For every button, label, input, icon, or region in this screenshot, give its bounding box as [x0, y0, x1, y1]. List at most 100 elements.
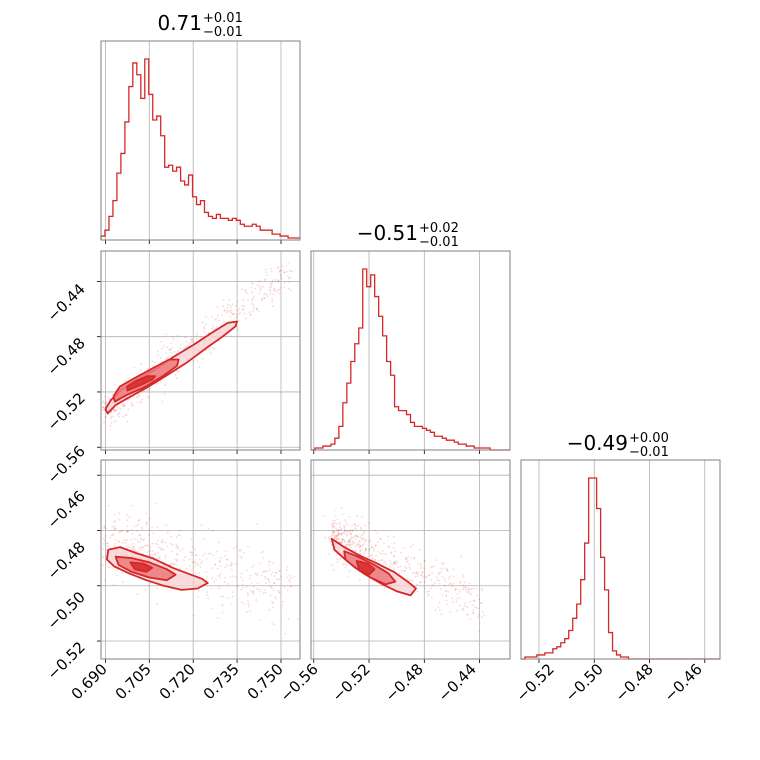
sample-point — [365, 548, 367, 551]
sample-point — [121, 403, 124, 406]
sample-point — [110, 411, 112, 414]
sample-point — [269, 289, 272, 292]
sample-point — [121, 415, 124, 418]
sample-point — [151, 360, 154, 362]
sample-point — [114, 520, 116, 522]
sample-point — [349, 541, 351, 544]
sample-point — [385, 563, 388, 566]
sample-point — [359, 526, 362, 529]
sample-point — [340, 528, 343, 530]
sample-point — [148, 387, 151, 389]
sample-point — [242, 308, 244, 311]
sample-point — [478, 630, 481, 633]
sample-point — [103, 526, 106, 529]
sample-point — [118, 512, 121, 514]
sample-point — [154, 542, 157, 545]
sample-point — [226, 307, 229, 309]
sample-point — [330, 544, 333, 546]
sample-point — [335, 527, 337, 530]
sample-point — [143, 390, 145, 392]
sample-point — [121, 405, 124, 408]
sample-point — [123, 404, 126, 407]
sample-point — [343, 562, 345, 565]
sample-point — [230, 562, 233, 564]
sample-point — [103, 537, 105, 540]
sample-point — [361, 538, 364, 541]
sample-point — [171, 346, 173, 349]
sample-point — [345, 529, 348, 532]
sample-point — [112, 533, 115, 536]
sample-point — [112, 534, 114, 536]
sample-point — [324, 536, 327, 539]
sample-point — [389, 559, 392, 562]
sample-point — [464, 587, 467, 589]
sample-point — [468, 582, 471, 585]
sample-point — [286, 589, 289, 592]
sample-point — [291, 270, 294, 273]
sample-point — [355, 535, 358, 538]
sample-point — [194, 548, 197, 551]
sample-point — [109, 566, 111, 569]
sample-point — [336, 558, 338, 561]
sample-point — [423, 587, 426, 590]
sample-point — [142, 539, 145, 542]
sample-point — [108, 504, 110, 507]
sample-point — [394, 550, 397, 553]
y-tick-label: −0.56 — [44, 442, 89, 487]
sample-point — [410, 579, 413, 582]
sample-point — [287, 275, 289, 277]
sample-point — [287, 261, 290, 264]
x-tick-label: −0.46 — [661, 660, 706, 705]
sample-point — [215, 550, 218, 553]
sample-point — [124, 542, 127, 544]
sample-point — [102, 547, 104, 550]
sample-point — [139, 369, 142, 372]
sample-point — [219, 560, 221, 563]
sample-point — [260, 285, 263, 288]
sample-point — [152, 532, 155, 535]
sample-point — [276, 267, 279, 269]
sample-point — [455, 599, 458, 601]
sample-point — [224, 550, 227, 552]
sample-point — [383, 542, 385, 545]
sample-point — [185, 340, 188, 343]
sample-point — [359, 545, 362, 548]
sample-point — [361, 544, 364, 547]
sample-point — [424, 576, 427, 579]
sample-point — [104, 416, 107, 418]
sample-point — [130, 404, 133, 406]
sample-point — [139, 541, 141, 544]
sample-point — [337, 529, 340, 532]
sample-point — [410, 556, 412, 559]
sample-point — [206, 591, 209, 594]
sample-point — [108, 537, 111, 539]
sample-point — [219, 557, 222, 559]
sample-point — [463, 604, 466, 607]
sample-point — [282, 269, 285, 272]
sample-point — [157, 546, 160, 549]
sample-point — [350, 546, 352, 549]
sample-point — [211, 324, 214, 327]
sample-point — [252, 304, 255, 306]
sample-point — [366, 555, 369, 558]
sample-point — [456, 593, 459, 595]
sample-point — [151, 526, 154, 529]
title-param-1-upper: +0.02 — [419, 221, 459, 236]
sample-point — [246, 592, 249, 594]
sample-point — [162, 548, 165, 551]
contour-inner — [355, 560, 376, 576]
sample-point — [359, 552, 362, 555]
sample-point — [443, 567, 446, 569]
sample-point — [217, 575, 219, 577]
sample-point — [290, 577, 292, 579]
sample-point — [427, 593, 430, 596]
sample-point — [105, 555, 107, 558]
sample-point — [156, 587, 159, 590]
sample-point — [286, 565, 289, 568]
sample-point — [113, 410, 116, 413]
sample-point — [289, 276, 291, 279]
sample-point — [199, 566, 202, 568]
sample-point — [438, 582, 441, 585]
sample-point — [364, 537, 366, 540]
sample-point — [274, 571, 277, 574]
